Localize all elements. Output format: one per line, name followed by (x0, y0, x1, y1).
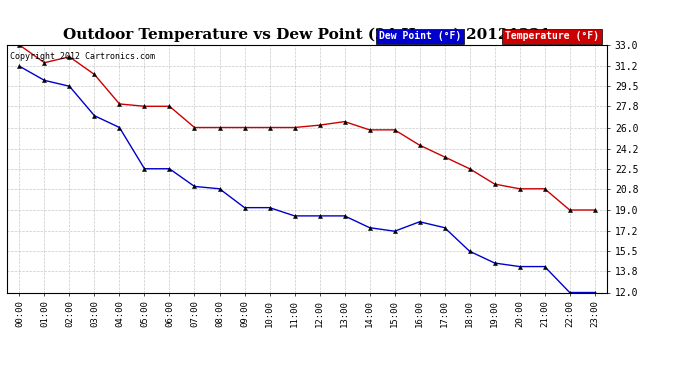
Text: Temperature (°F): Temperature (°F) (505, 32, 599, 41)
Title: Outdoor Temperature vs Dew Point (24 Hours) 20121221: Outdoor Temperature vs Dew Point (24 Hou… (63, 28, 551, 42)
Text: Copyright 2012 Cartronics.com: Copyright 2012 Cartronics.com (10, 53, 155, 62)
Text: Dew Point (°F): Dew Point (°F) (379, 32, 462, 41)
